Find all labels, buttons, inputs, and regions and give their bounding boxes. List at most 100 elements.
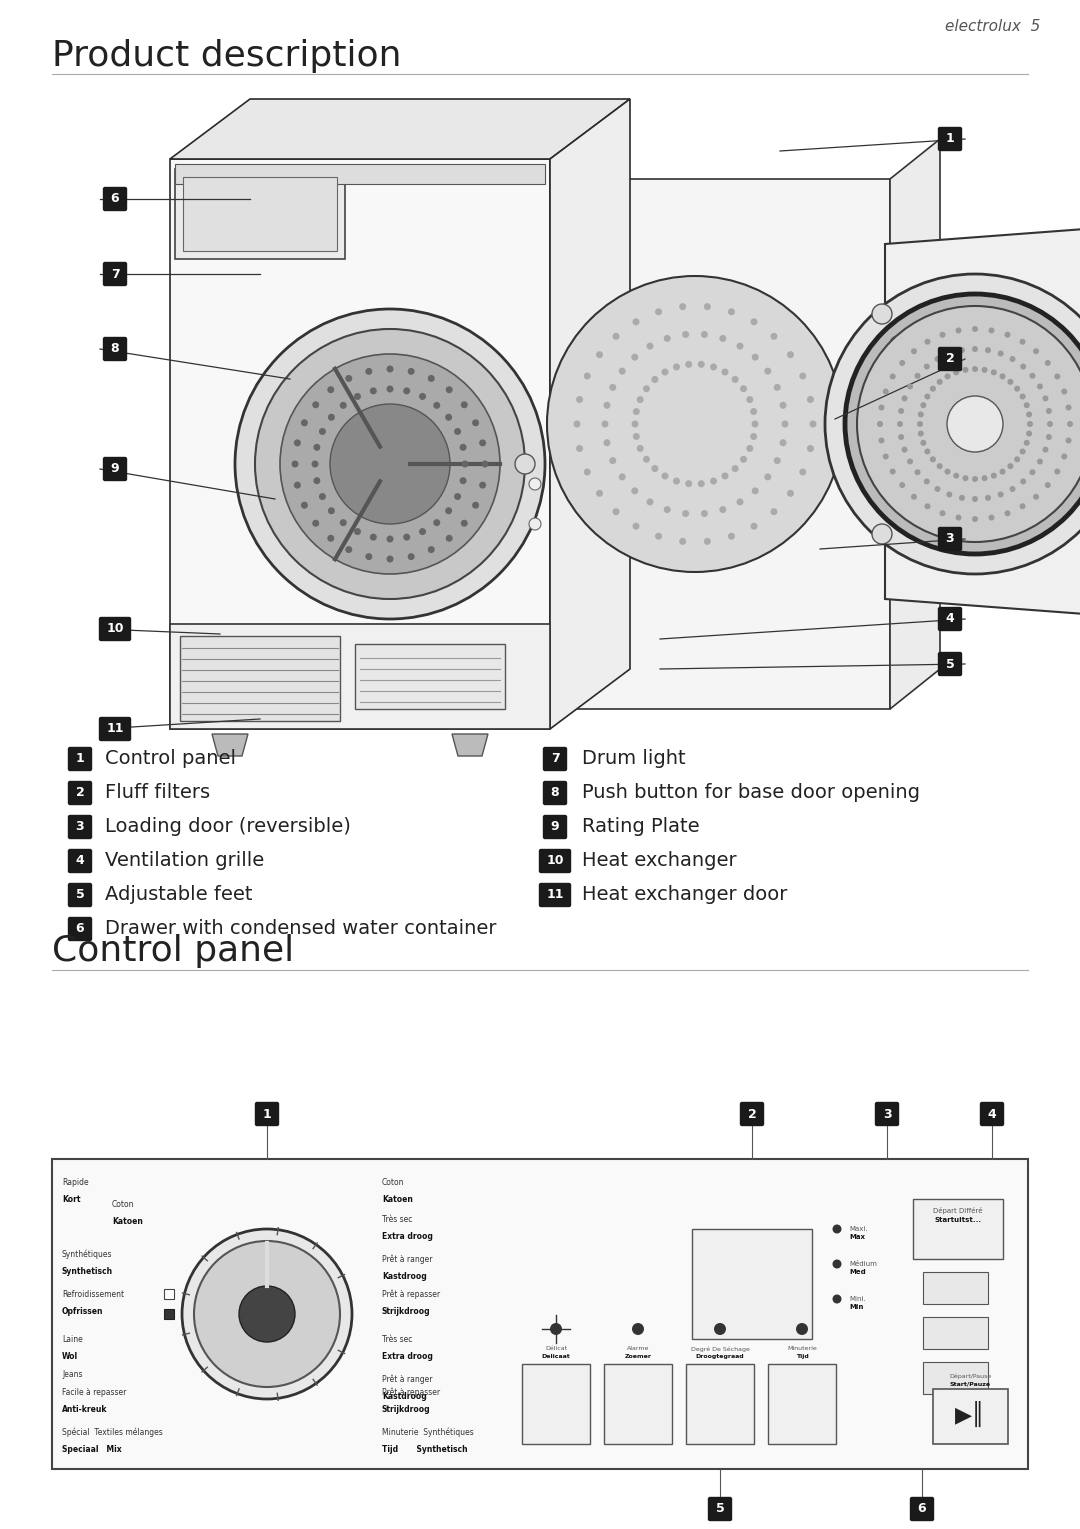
Circle shape — [387, 385, 393, 393]
Circle shape — [731, 376, 739, 382]
Text: Loading door (reversible): Loading door (reversible) — [105, 818, 351, 836]
Bar — [692, 1229, 812, 1339]
Text: 9: 9 — [110, 462, 119, 476]
Circle shape — [480, 439, 486, 446]
Circle shape — [954, 472, 959, 479]
Circle shape — [679, 538, 686, 544]
Circle shape — [1037, 384, 1043, 390]
Circle shape — [751, 318, 757, 326]
Circle shape — [369, 534, 377, 541]
FancyBboxPatch shape — [540, 850, 570, 873]
Circle shape — [780, 402, 786, 408]
Circle shape — [882, 454, 889, 460]
Circle shape — [515, 454, 535, 474]
Polygon shape — [500, 179, 890, 709]
Bar — [164, 1309, 174, 1320]
Polygon shape — [890, 139, 940, 709]
Circle shape — [445, 414, 453, 420]
Circle shape — [428, 375, 435, 382]
Text: Délicat: Délicat — [545, 1346, 567, 1352]
Text: Katoen: Katoen — [382, 1196, 413, 1203]
Circle shape — [461, 401, 468, 408]
Circle shape — [737, 498, 743, 506]
Circle shape — [328, 508, 335, 514]
Circle shape — [940, 332, 945, 338]
Circle shape — [454, 428, 461, 434]
Text: Prêt à ranger: Prêt à ranger — [382, 1375, 432, 1384]
Text: 1: 1 — [946, 133, 955, 145]
Circle shape — [446, 387, 453, 393]
Circle shape — [900, 482, 905, 488]
Circle shape — [1054, 468, 1061, 474]
Circle shape — [924, 503, 931, 509]
Circle shape — [1010, 486, 1015, 492]
Circle shape — [740, 456, 747, 463]
Text: electrolux  5: electrolux 5 — [945, 18, 1040, 34]
Circle shape — [890, 336, 906, 352]
Circle shape — [472, 502, 480, 509]
Circle shape — [1020, 339, 1026, 344]
Circle shape — [810, 420, 816, 428]
Circle shape — [446, 535, 453, 541]
Circle shape — [633, 523, 639, 529]
Text: Control panel: Control panel — [105, 749, 237, 769]
Text: 5: 5 — [946, 657, 955, 671]
Circle shape — [312, 401, 320, 408]
Circle shape — [1008, 379, 1013, 385]
Circle shape — [990, 472, 997, 479]
Circle shape — [947, 396, 1003, 453]
Circle shape — [934, 486, 941, 492]
Circle shape — [770, 333, 778, 339]
Circle shape — [255, 329, 525, 599]
Circle shape — [609, 457, 617, 465]
Circle shape — [1034, 349, 1039, 355]
Circle shape — [647, 498, 653, 506]
Circle shape — [313, 477, 321, 485]
Text: Strijkdroog: Strijkdroog — [382, 1405, 431, 1414]
FancyBboxPatch shape — [981, 1102, 1003, 1125]
Circle shape — [985, 347, 991, 353]
Circle shape — [945, 373, 950, 379]
Circle shape — [890, 373, 895, 379]
Circle shape — [312, 520, 320, 526]
Circle shape — [1004, 332, 1011, 338]
FancyBboxPatch shape — [543, 815, 567, 838]
Circle shape — [612, 333, 620, 339]
Circle shape — [529, 518, 541, 531]
Circle shape — [1024, 440, 1029, 446]
Circle shape — [731, 465, 739, 472]
Circle shape — [661, 368, 669, 376]
Circle shape — [609, 384, 617, 391]
Text: Très sec: Très sec — [382, 1216, 413, 1225]
Text: Mini.: Mini. — [849, 1297, 866, 1303]
FancyBboxPatch shape — [939, 528, 961, 550]
Circle shape — [959, 495, 964, 502]
Circle shape — [664, 335, 671, 342]
Circle shape — [1020, 393, 1026, 399]
Bar — [52, 1159, 1028, 1469]
Circle shape — [746, 445, 754, 453]
Text: Fluff filters: Fluff filters — [105, 783, 211, 803]
Circle shape — [982, 367, 987, 373]
Circle shape — [934, 356, 941, 362]
Circle shape — [632, 1323, 644, 1335]
Circle shape — [917, 420, 923, 427]
Circle shape — [1004, 511, 1011, 517]
Text: Med: Med — [849, 1269, 866, 1275]
Circle shape — [728, 532, 735, 540]
Text: 8: 8 — [551, 786, 559, 800]
Circle shape — [704, 303, 711, 310]
Circle shape — [710, 364, 717, 370]
Circle shape — [899, 434, 904, 440]
Circle shape — [972, 365, 978, 372]
Text: Opfrissen: Opfrissen — [62, 1307, 104, 1316]
Circle shape — [311, 460, 319, 468]
FancyBboxPatch shape — [68, 815, 92, 838]
Text: 4: 4 — [76, 855, 84, 867]
Text: 1: 1 — [262, 1107, 271, 1121]
Text: 8: 8 — [110, 342, 119, 356]
Circle shape — [428, 546, 435, 553]
Bar — [933, 1388, 1008, 1443]
Circle shape — [1029, 469, 1036, 476]
Bar — [686, 1364, 754, 1443]
